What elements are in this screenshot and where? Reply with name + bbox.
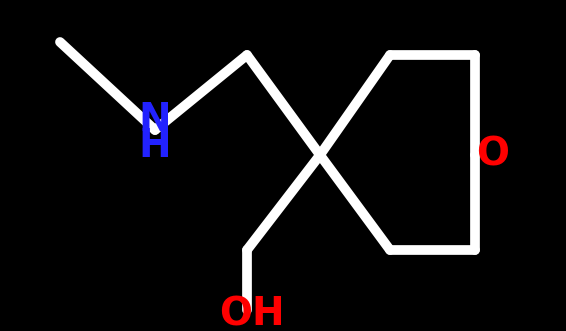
Text: O: O [477, 136, 509, 174]
Text: H: H [139, 127, 171, 165]
Text: OH: OH [219, 296, 285, 331]
Text: N: N [139, 101, 171, 139]
